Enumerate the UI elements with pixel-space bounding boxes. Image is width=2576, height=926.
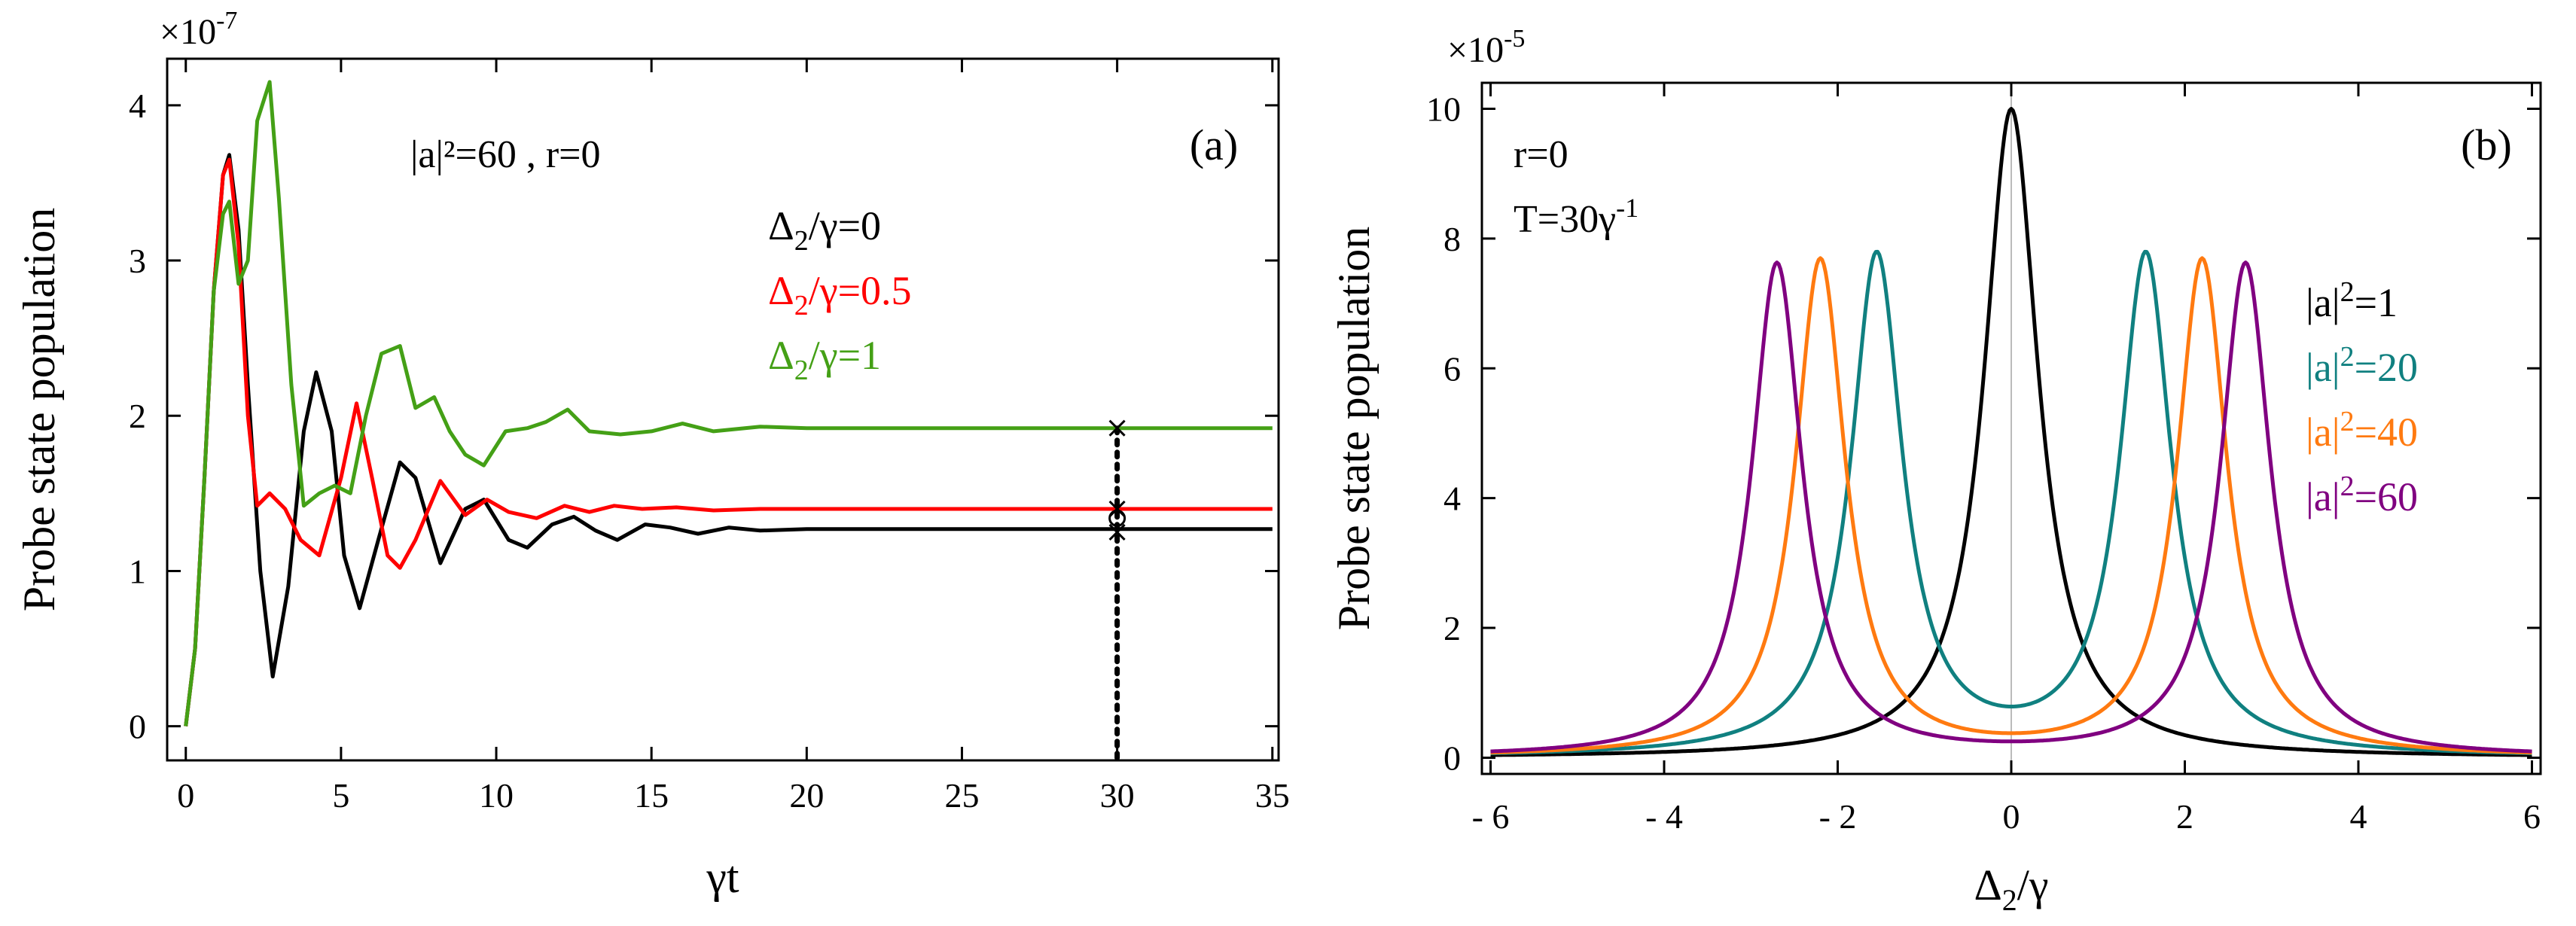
legend-main-a: Δ xyxy=(768,268,794,313)
y-tick-label-a: 2 xyxy=(129,397,146,435)
x-label-sub-b: 2 xyxy=(2002,883,2017,917)
annotation-line2-sup-b: -1 xyxy=(1616,193,1639,223)
legend-rest-a: /γ=0.5 xyxy=(809,268,912,313)
y-tick-label-b: 8 xyxy=(1443,220,1461,258)
x-tick-label-b: 2 xyxy=(2176,797,2193,836)
annotation-line2-b: T=30γ-1 xyxy=(1514,193,1639,241)
y-tick-label-b: 6 xyxy=(1443,349,1461,388)
y-tick-label-b: 4 xyxy=(1443,480,1461,518)
legend-main-a: Δ xyxy=(768,203,794,248)
x-tick-label-a: 15 xyxy=(634,776,669,815)
legend-rest-b: =40 xyxy=(2355,410,2418,455)
y-scale-prefix-b: ×10 xyxy=(1447,30,1504,70)
x-tick-label-a: 10 xyxy=(479,776,514,815)
legend-sub-a: 2 xyxy=(794,355,809,386)
legend-rest-a: /γ=1 xyxy=(809,333,881,378)
panel-a: 0 5 10 15 20 25 30 35 0 1 2 3 4 ×10-7 Probe state popu… xyxy=(14,7,1290,902)
x-tick-label-a: 0 xyxy=(177,776,194,815)
data-marker-a xyxy=(1108,419,1126,437)
x-tick-label-a: 35 xyxy=(1255,776,1290,815)
legend-main-b: |a| xyxy=(2306,280,2340,325)
series-line-b-2 xyxy=(1490,256,2532,755)
x-tick-label-b: 4 xyxy=(2349,797,2367,836)
legend-entry-a-2: Δ2/γ=1 xyxy=(768,333,881,386)
y-scale-factor-a: ×10-7 xyxy=(160,7,237,52)
legend-sup-b: 2 xyxy=(2340,276,2355,308)
x-tick-label-b: - 4 xyxy=(1645,797,1683,836)
plot-frame-a xyxy=(166,57,1280,762)
legend-rest-b: =1 xyxy=(2355,280,2398,325)
legend-rest-b: =60 xyxy=(2355,474,2418,519)
y-scale-exponent-b: -5 xyxy=(1504,25,1525,53)
x-tick-label-a: 30 xyxy=(1100,776,1135,815)
x-tick-label-a: 20 xyxy=(789,776,824,815)
y-tick-label-a: 4 xyxy=(129,87,146,125)
panel-label-a: (a) xyxy=(1190,120,1238,169)
x-tick-label-b: 6 xyxy=(2523,797,2541,836)
x-axis-label-a: γt xyxy=(706,852,739,902)
legend-main-a: Δ xyxy=(768,333,794,378)
annotation-line2-main-b: T=30γ xyxy=(1514,198,1616,241)
x-tick-label-b: - 2 xyxy=(1819,797,1857,836)
series-line-a-2 xyxy=(184,80,1273,726)
data-marker-a xyxy=(1108,523,1126,541)
y-tick-label-a: 0 xyxy=(129,708,146,746)
x-axis-label-b: Δ2/γ xyxy=(1974,861,2048,917)
legend-sub-a: 2 xyxy=(794,290,809,321)
legend-sub-a: 2 xyxy=(794,225,809,257)
legend-entry-a-0: Δ2/γ=0 xyxy=(768,203,881,257)
x-tick-label-a: 5 xyxy=(332,776,349,815)
legend-entry-b-3: |a|2=60 xyxy=(2306,471,2418,519)
legend-entry-b-2: |a|2=40 xyxy=(2306,406,2418,455)
x-tick-label-b: 0 xyxy=(2003,797,2020,836)
legend-sup-b: 2 xyxy=(2340,341,2355,373)
y-tick-label-b: 10 xyxy=(1426,90,1461,128)
panel-b: - 6 - 4 - 2 0 2 4 6 0 2 4 6 8 10 ×10-5 Probe state pop… xyxy=(1329,25,2542,917)
legend-rest-b: =20 xyxy=(2355,345,2418,390)
y-tick-label-b: 0 xyxy=(1443,739,1461,777)
x-label-rest-b: /γ xyxy=(2017,861,2049,909)
legend-entry-b-0: |a|2=1 xyxy=(2306,276,2398,325)
series-line-a-1 xyxy=(184,157,1273,726)
legend-entry-b-1: |a|2=20 xyxy=(2306,341,2418,390)
series-line-b-3 xyxy=(1490,260,2532,754)
y-scale-exponent-a: -7 xyxy=(216,7,237,35)
x-tick-label-b: - 6 xyxy=(1472,797,1510,836)
data-marker-a xyxy=(1108,509,1126,527)
x-tick-label-a: 25 xyxy=(944,776,979,815)
legend-main-b: |a| xyxy=(2306,410,2340,455)
panel-label-b: (b) xyxy=(2461,120,2512,169)
annotation-line1-b: r=0 xyxy=(1514,133,1568,176)
y-scale-factor-b: ×10-5 xyxy=(1447,25,1525,70)
y-tick-label-a: 3 xyxy=(129,242,146,280)
series-line-b-1 xyxy=(1490,249,2532,756)
x-label-main-b: Δ xyxy=(1974,861,2001,909)
y-axis-label-b: Probe state population xyxy=(1329,227,1379,631)
y-tick-label-a: 1 xyxy=(129,552,146,590)
series-line-b-0 xyxy=(1490,107,2532,757)
legend-main-b: |a| xyxy=(2306,345,2340,390)
legend-main-b: |a| xyxy=(2306,474,2340,519)
legend-sup-b: 2 xyxy=(2340,471,2355,502)
annotation-a: |a|²=60 , r=0 xyxy=(410,133,600,176)
y-scale-prefix-a: ×10 xyxy=(160,12,216,52)
y-tick-label-b: 2 xyxy=(1443,609,1461,647)
legend-entry-a-1: Δ2/γ=0.5 xyxy=(768,268,912,321)
y-axis-label-a: Probe state population xyxy=(14,208,64,612)
legend-rest-a: /γ=0 xyxy=(809,203,881,248)
legend-sup-b: 2 xyxy=(2340,406,2355,437)
